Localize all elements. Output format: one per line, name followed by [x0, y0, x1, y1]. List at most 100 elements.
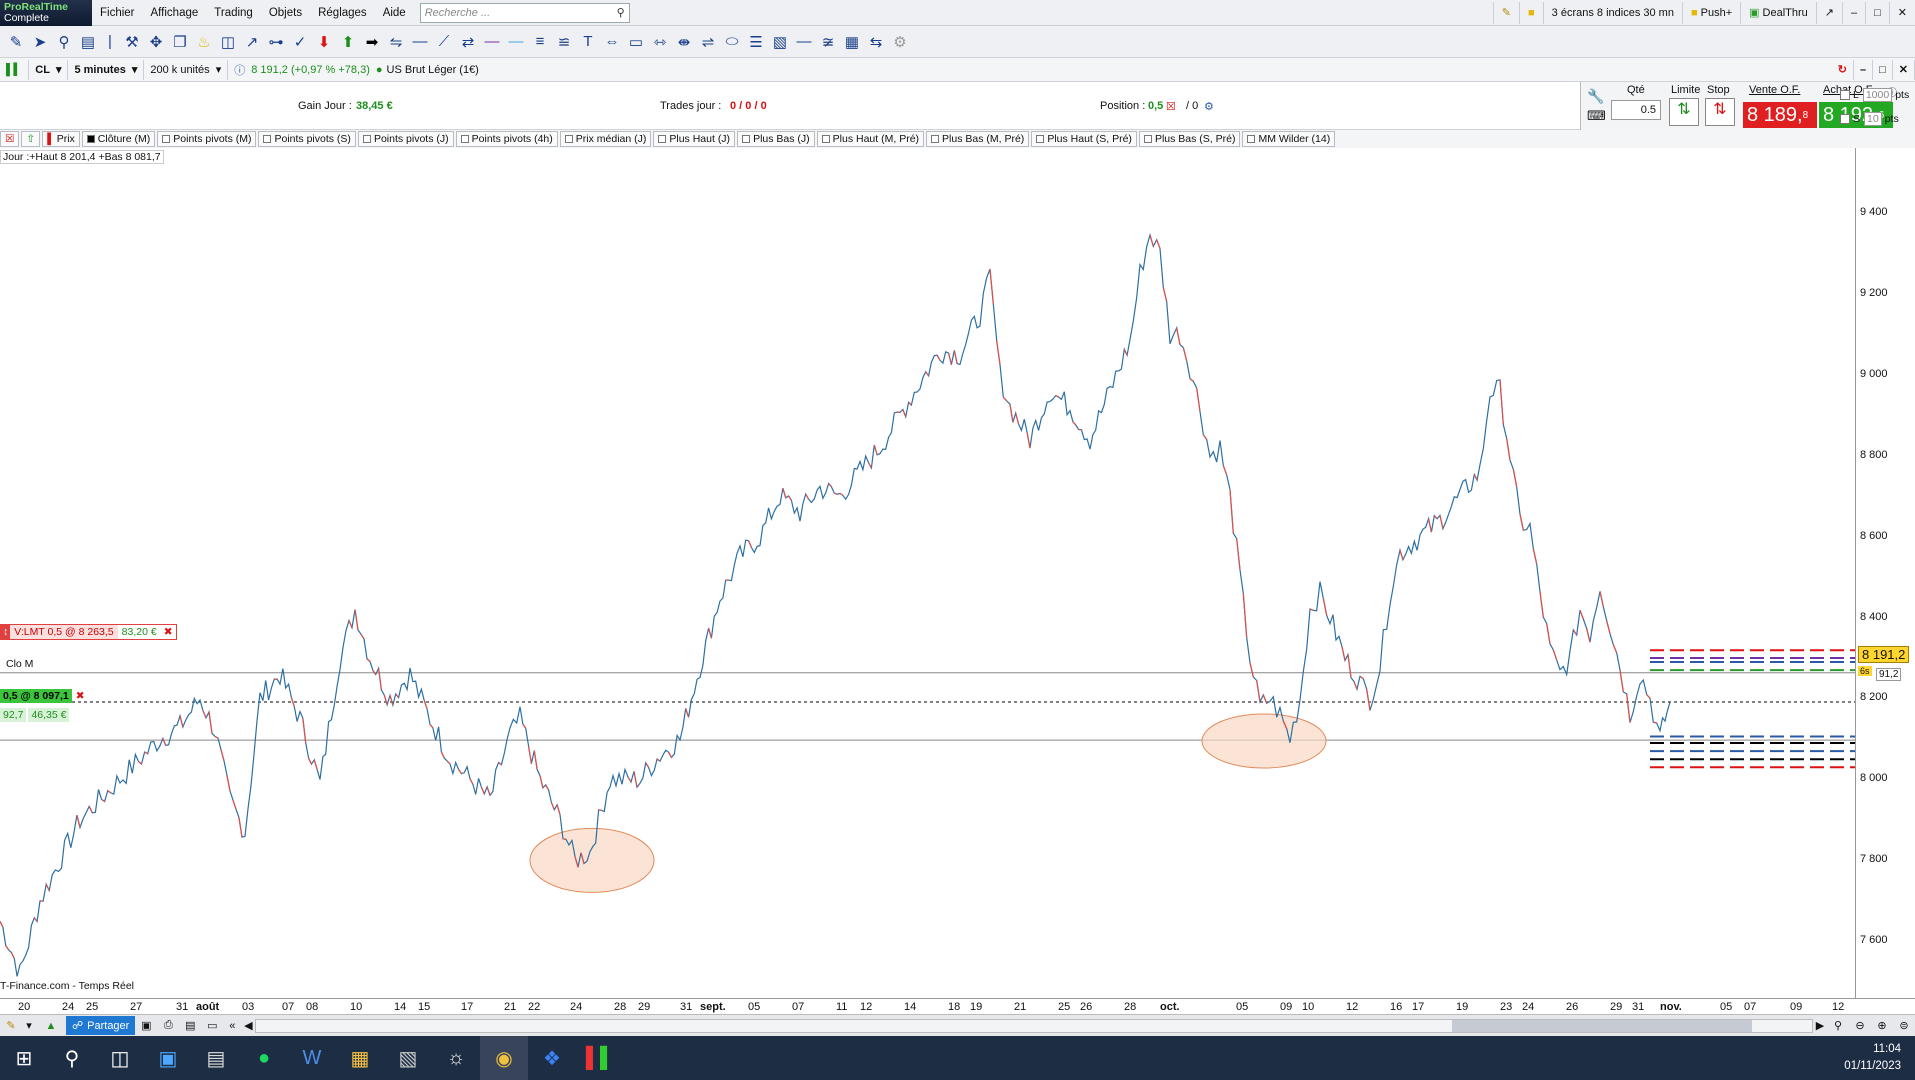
paint-icon[interactable]: ☼ — [446, 1046, 466, 1069]
search-input[interactable]: Recherche ... — [424, 6, 491, 19]
workspace-button[interactable]: 3 écrans 8 indices 30 mn — [1542, 1, 1682, 24]
zoom-fit-icon[interactable]: ⚲ — [1833, 1020, 1843, 1032]
menu-affichage[interactable]: Affichage — [150, 6, 199, 19]
word-icon[interactable]: W — [302, 1046, 322, 1069]
settings-icon[interactable]: ⚙ — [893, 33, 907, 51]
close-position-icon[interactable]: ✖ — [75, 690, 85, 702]
minimize-icon[interactable]: – — [1842, 1, 1865, 24]
task-view-icon[interactable]: ◫ — [110, 1047, 130, 1070]
l-input[interactable]: 1000 — [1862, 88, 1893, 102]
spotify-icon[interactable]: ● — [257, 1046, 271, 1069]
copy-icon[interactable]: ❐ — [173, 33, 187, 51]
position-tag[interactable]: 0,5 @ 8 097,1 ✖ — [0, 689, 89, 703]
calculator-icon[interactable]: ▧ — [398, 1047, 418, 1070]
scroll-track[interactable] — [255, 1018, 1813, 1033]
s-input[interactable]: 10 — [1864, 112, 1882, 126]
zoom-reset-icon[interactable]: ⊜ — [1899, 1020, 1909, 1032]
info-icon[interactable]: ⓘ — [234, 64, 246, 77]
indicator-pivots-j[interactable]: Points pivots (J) — [357, 131, 454, 147]
indicator-plus-haut-j[interactable]: Plus Haut (J) — [653, 131, 736, 147]
text-box-icon[interactable]: ▧ — [772, 33, 788, 51]
chart-scrollbar[interactable]: ✎ ▾ ▲ ☍ Partager ▣ ⎙ ▤ ▭ « ◀ ▶ ⚲ ⊖ ⊕ ⊜ — [0, 1014, 1915, 1036]
grid-icon[interactable]: ▦ — [844, 33, 860, 51]
indicator-pivots-s[interactable]: Points pivots (S) — [258, 131, 356, 147]
compare-icon[interactable]: ▤ — [185, 1020, 196, 1032]
pen-icon[interactable]: ✎ — [1492, 1, 1519, 24]
symbol-select[interactable]: CL ▾ — [29, 59, 69, 80]
purple-line-icon[interactable]: — — [484, 33, 500, 50]
ellipse-icon[interactable]: ⬭ — [725, 33, 739, 50]
windows-start-icon[interactable]: ⊞ — [15, 1047, 33, 1070]
menu-fichier[interactable]: Fichier — [100, 6, 135, 19]
move-icon[interactable]: ✥ — [149, 33, 163, 51]
indicator-plus-haut-m[interactable]: Plus Haut (M, Pré) — [816, 131, 925, 147]
menu-trading[interactable]: Trading — [214, 6, 253, 19]
dealthru-button[interactable]: ▣ DealThru — [1740, 1, 1816, 24]
search-icon[interactable]: ⚲ — [64, 1047, 80, 1070]
range-icon[interactable]: ⇿ — [653, 33, 667, 51]
sell-order-tag[interactable]: ↕ V:LMT 0,5 @ 8 263,5 83,20 € ✖ — [0, 624, 177, 640]
expand-icon[interactable]: ▭ — [207, 1020, 218, 1032]
sell-button[interactable]: 8 189, 8 — [1743, 102, 1817, 128]
dash-icon[interactable]: — — [796, 33, 812, 50]
cursor-icon[interactable]: ➤ — [33, 33, 47, 51]
indicator-prix-median[interactable]: Prix médian (J) — [559, 131, 652, 147]
menu-objets[interactable]: Objets — [268, 6, 303, 19]
channel-icon[interactable]: ⇄ — [461, 33, 475, 51]
price-axis[interactable]: 9 400 9 200 9 000 8 800 8 600 8 400 8 20… — [1855, 148, 1915, 998]
projection-icon[interactable]: ⇌ — [701, 33, 715, 51]
gann-icon[interactable]: ≆ — [821, 33, 835, 51]
arrow-up-icon[interactable]: ⬆ — [341, 33, 355, 51]
scroll-prev-icon[interactable]: ◀ — [244, 1020, 253, 1032]
zoom-in-icon[interactable]: ⊕ — [1877, 1020, 1887, 1032]
measure-icon[interactable]: ⇔ — [604, 33, 620, 50]
chart-style-icon[interactable]: ▲ — [45, 1019, 57, 1032]
tools-icon[interactable]: ⚒ — [125, 33, 139, 51]
system-clock[interactable]: 11:04 01/11/2023 — [1844, 1041, 1915, 1075]
remove-chart-icon[interactable]: ☒ — [0, 131, 20, 147]
timeframe-select[interactable]: 5 minutes ▾ — [68, 59, 145, 80]
indicator-plus-bas-j[interactable]: Plus Bas (J) — [737, 131, 815, 147]
text-icon[interactable]: T — [583, 33, 593, 50]
chart-close-icon[interactable]: ✕ — [1893, 59, 1915, 80]
share-button[interactable]: ☍ Partager — [66, 1016, 136, 1035]
trendline-icon[interactable]: ✓ — [293, 33, 307, 51]
hline-icon[interactable]: ⇋ — [389, 33, 403, 51]
indicator-plus-haut-s[interactable]: Plus Haut (S, Pré) — [1031, 131, 1137, 147]
chart-canvas[interactable] — [0, 148, 1855, 998]
chart-minimize-icon[interactable]: – — [1854, 59, 1874, 80]
zoom-icon[interactable]: ⚲ — [58, 33, 70, 51]
print-icon[interactable]: ⎙ — [163, 1019, 173, 1031]
fibo-fan-icon[interactable]: ≌ — [557, 33, 571, 51]
indicator-plus-bas-s[interactable]: Plus Bas (S, Pré) — [1138, 131, 1241, 147]
indicator-prix[interactable]: ▌ Prix — [42, 131, 80, 147]
restore-icon[interactable]: ↗ — [1815, 1, 1842, 24]
arrow-right-icon[interactable]: ➡ — [365, 33, 379, 51]
rectangle-icon[interactable]: ▭ — [628, 33, 644, 51]
trash-icon[interactable]: ◫ — [220, 33, 236, 51]
pencil-icon[interactable]: ✎ — [9, 33, 23, 51]
app-tile-icon[interactable]: ▣ — [158, 1047, 178, 1070]
indicator-cloture[interactable]: Clôture (M) — [81, 131, 156, 147]
diagonal-line-icon[interactable]: ⟋ — [438, 33, 450, 50]
menu-aide[interactable]: Aide — [382, 6, 406, 19]
indicator-mm-wilder[interactable]: MM Wilder (14) — [1242, 131, 1336, 147]
dev-tool-icon[interactable]: ❖ — [543, 1047, 561, 1070]
menu-reglages[interactable]: Réglages — [318, 6, 367, 19]
bell-icon[interactable]: ♨ — [197, 33, 211, 51]
maximize-icon[interactable]: □ — [1865, 1, 1889, 24]
keyboard-icon[interactable]: ⌨ — [1587, 108, 1606, 123]
chevron-down-icon[interactable]: ▾ — [26, 1020, 32, 1032]
cancel-order-icon[interactable]: ✖ — [163, 626, 173, 638]
price-chart[interactable]: Jour :+Haut 8 201,4 +Bas 8 081,7 T-Finan… — [0, 148, 1855, 998]
s-checkbox[interactable] — [1840, 114, 1850, 124]
file-explorer-icon[interactable]: ▦ — [350, 1047, 370, 1070]
line-icon[interactable]: — — [412, 33, 428, 50]
prorealtime-icon[interactable]: ▌ ▌ — [585, 1046, 615, 1069]
zoom-out-icon[interactable]: ⊖ — [1855, 1020, 1865, 1032]
chart-maximize-icon[interactable]: □ — [1873, 59, 1893, 80]
fibo-icon[interactable]: ≡ — [535, 33, 545, 50]
arrow-up-right-icon[interactable]: ↗ — [245, 33, 259, 51]
arrows-icon[interactable]: ⇆ — [869, 33, 883, 51]
close-icon[interactable]: ✕ — [1888, 1, 1915, 24]
